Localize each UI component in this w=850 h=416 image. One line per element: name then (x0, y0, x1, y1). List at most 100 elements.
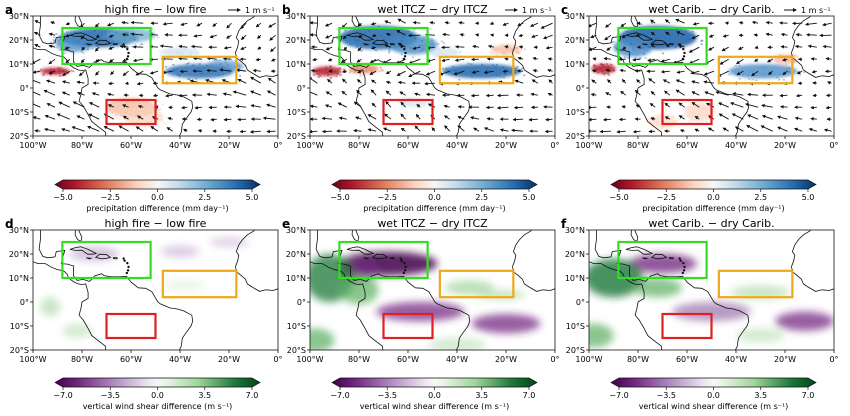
colorbar-tick-label: 0.0 (428, 391, 441, 400)
lon-tick-label: 100°W (19, 141, 46, 150)
lat-tick-label: 10°S (287, 108, 306, 117)
region-box-itcz (161, 269, 238, 299)
lon-tick-label: 60°W (120, 355, 142, 364)
panel-letter: b (282, 3, 291, 17)
lon-tick-label: 40°W (725, 141, 747, 150)
colorbar-tick-label: −2.5 (378, 193, 397, 202)
region-box-caribbean (617, 26, 708, 66)
region-box-fire (661, 98, 713, 126)
panel-c: 100°W 80°W 60°W 40°W 20°W 0° 30°N 20°N 10°N 0° 10°… (561, 3, 839, 150)
colorbar-tick-label: −5.0 (330, 193, 349, 202)
colorbar-bar (54, 179, 261, 190)
lat-tick-label: 10°N (565, 274, 585, 283)
region-box-caribbean (61, 240, 152, 280)
map-frame (309, 15, 556, 137)
lon-tick-label: 60°W (120, 141, 142, 150)
colorbar-tick-label: 7.0 (246, 391, 259, 400)
colorbar-label: vertical wind shear difference (m s⁻¹) (639, 402, 789, 411)
colorbar-tick-label: −7.0 (609, 391, 628, 400)
lat-tick-label: 30°N (565, 12, 585, 21)
colorbar-tick-label: 7.0 (802, 391, 815, 400)
lat-tick-label: 30°N (9, 12, 29, 21)
panel-letter: a (5, 3, 13, 17)
colorbar-precipitation-3: −5.0 −2.5 0.0 2.5 5.0 precipitation differenc… (609, 179, 817, 213)
lon-tick-label: 80°W (627, 355, 649, 364)
panel-title: high fire − low fire (105, 3, 207, 16)
colorbar-tick-label: −2.5 (657, 193, 676, 202)
lon-tick-label: 20°W (495, 141, 517, 150)
lon-tick-label: 80°W (348, 355, 370, 364)
colorbar-tick-label: 5.0 (246, 193, 259, 202)
panel-f: 100°W 80°W 60°W 40°W 20°W 0° 30°N 20°N 10°N 0° 10°… (561, 217, 839, 364)
colorbar-tick-label: 0.0 (428, 193, 441, 202)
lat-tick-label: 0° (297, 298, 306, 307)
lat-tick-label: 0° (576, 298, 585, 307)
colorbar-label: precipitation difference (mm day⁻¹) (642, 204, 784, 213)
colorbar-bar (610, 377, 817, 388)
lon-tick-label: 100°W (296, 141, 323, 150)
region-box-caribbean (617, 240, 708, 280)
colorbar-tick-label: −3.5 (657, 391, 676, 400)
colorbar-tick-label: −7.0 (330, 391, 349, 400)
reference-vector-label: 1 m s⁻¹ (522, 6, 552, 15)
colorbar-tick-label: 3.5 (198, 391, 211, 400)
precip-speckles (311, 23, 527, 110)
lon-tick-label: 40°W (446, 141, 468, 150)
map-frame (588, 15, 835, 137)
lat-tick-label: 0° (20, 84, 29, 93)
region-box-fire (382, 312, 434, 340)
colorbar-bar (331, 179, 538, 190)
colorbar-tick-label: 2.5 (754, 193, 767, 202)
colorbar-tick-label: −2.5 (101, 193, 120, 202)
lat-tick-label: 20°N (9, 36, 29, 45)
region-box-fire (105, 312, 157, 340)
lon-tick-label: 0° (829, 355, 838, 364)
colorbar-precipitation-2: −5.0 −2.5 0.0 2.5 5.0 precipitation differenc… (330, 179, 538, 213)
lon-tick-label: 100°W (19, 355, 46, 364)
colorbar-label: vertical wind shear difference (m s⁻¹) (360, 402, 510, 411)
colorbar-tick-label: 7.0 (523, 391, 536, 400)
lon-tick-label: 0° (829, 141, 838, 150)
colorbar-tick-label: 3.5 (475, 391, 488, 400)
lon-tick-label: 80°W (348, 141, 370, 150)
lon-tick-label: 20°W (774, 141, 796, 150)
panel-letter: e (282, 217, 290, 231)
lat-tick-label: 20°S (287, 132, 306, 141)
panel-title: wet Carib. − dry Carib. (648, 217, 774, 230)
panel-letter: d (5, 217, 14, 231)
region-box-caribbean (338, 240, 429, 280)
lon-tick-label: 0° (273, 355, 282, 364)
lat-tick-label: 20°N (286, 250, 306, 259)
map-frame (32, 229, 279, 351)
lon-tick-label: 40°W (169, 141, 191, 150)
panel-b: 100°W 80°W 60°W 40°W 20°W 0° 30°N 20°N 10°N 0° 10°… (282, 3, 560, 150)
region-box-fire (382, 98, 434, 126)
lon-tick-label: 60°W (397, 355, 419, 364)
lon-tick-label: 0° (550, 355, 559, 364)
lon-tick-label: 40°W (725, 355, 747, 364)
lat-tick-label: 20°S (287, 346, 306, 355)
panel-letter: f (561, 217, 567, 231)
lon-tick-label: 40°W (169, 355, 191, 364)
wind-vectors (310, 18, 553, 134)
lat-tick-label: 10°S (10, 108, 29, 117)
colorbar-label: vertical wind shear difference (m s⁻¹) (83, 402, 233, 411)
region-box-fire (105, 98, 157, 126)
lat-tick-label: 0° (576, 84, 585, 93)
lon-tick-label: 100°W (575, 141, 602, 150)
region-box-itcz (438, 55, 515, 85)
region-box-itcz (438, 269, 515, 299)
lon-tick-label: 20°W (218, 141, 240, 150)
lat-tick-label: 20°N (565, 36, 585, 45)
lat-tick-label: 10°N (9, 274, 29, 283)
lat-tick-label: 10°N (286, 274, 306, 283)
map-frame (32, 15, 279, 137)
colorbar-shear-3: −7.0 −3.5 0.0 3.5 7.0 vertical wind shear dif… (609, 377, 817, 411)
lon-tick-label: 60°W (676, 141, 698, 150)
lat-tick-label: 0° (20, 298, 29, 307)
region-box-itcz (717, 55, 794, 85)
region-box-caribbean (61, 26, 152, 66)
lat-tick-label: 30°N (286, 226, 306, 235)
lat-tick-label: 20°N (286, 36, 306, 45)
lat-tick-label: 20°S (566, 346, 585, 355)
